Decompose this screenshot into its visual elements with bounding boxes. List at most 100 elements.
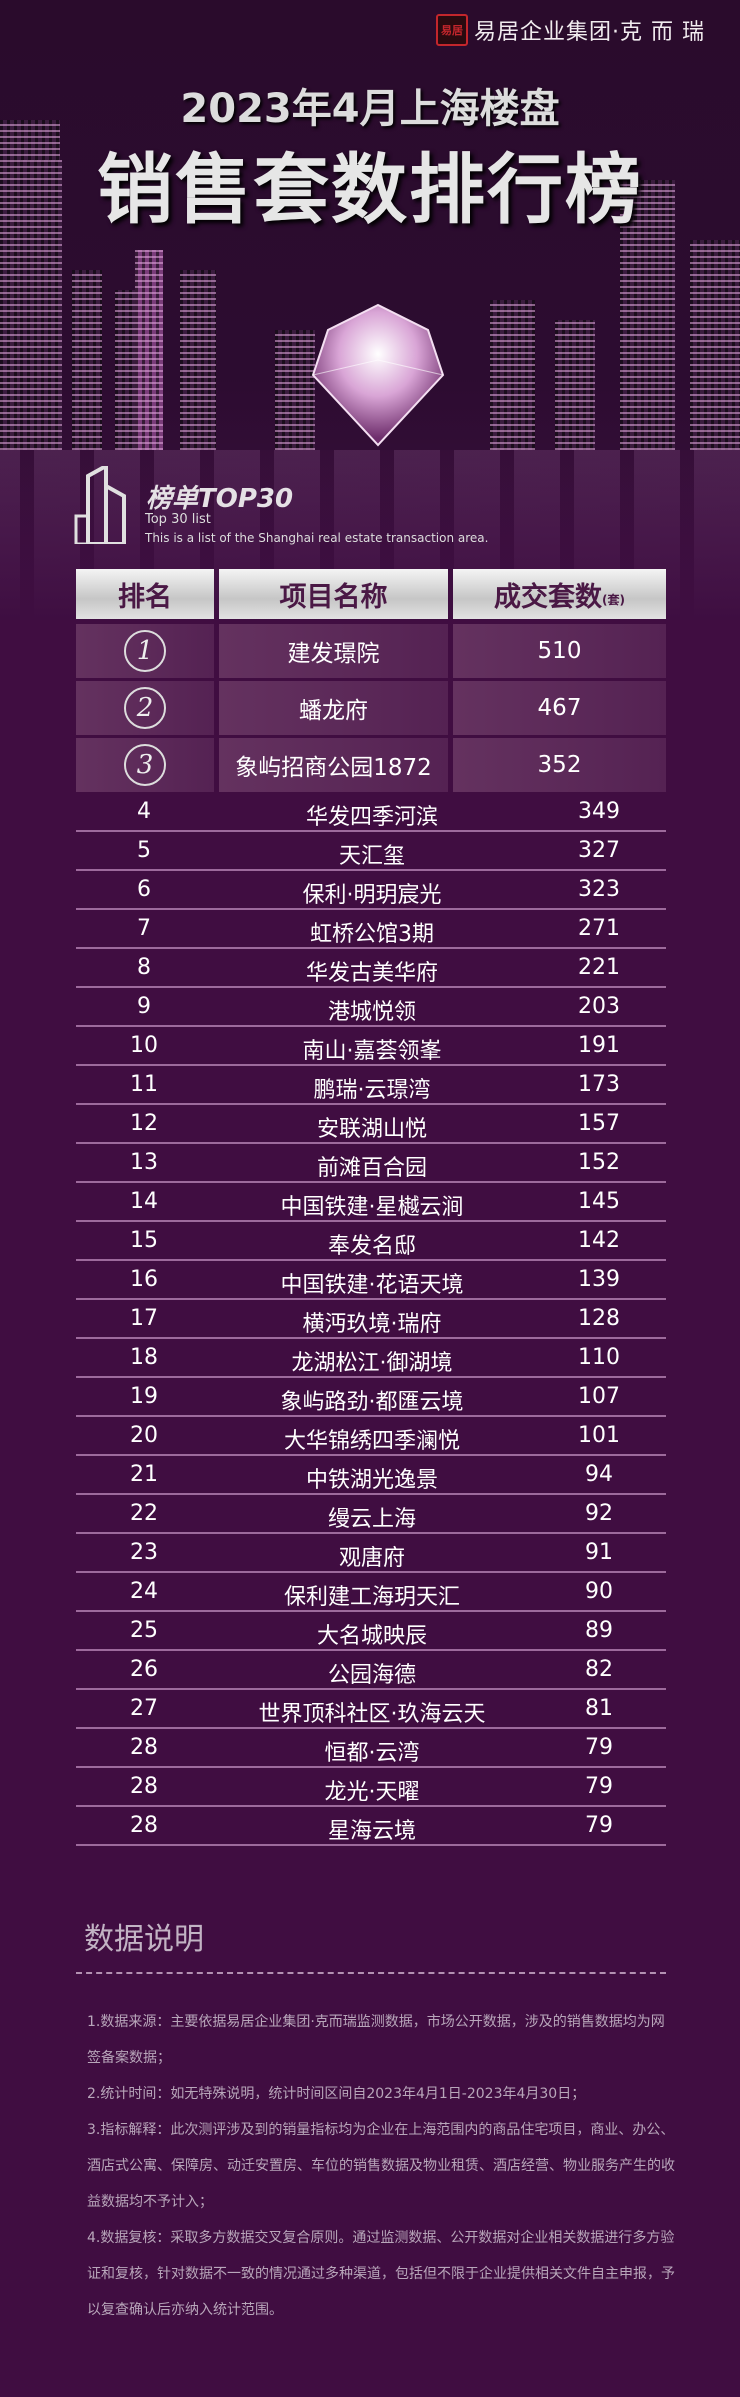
sales-count: 101 (578, 1423, 620, 1448)
sales-count: 191 (578, 1033, 620, 1058)
brand-name: 易居企业集团·克 而 瑞 (474, 20, 705, 45)
sales-count: 352 (453, 738, 666, 792)
note-item: 3.指标解释：此次测评涉及到的销量指标均为企业在上海范围内的商品住宅项目，商业、… (87, 2122, 675, 2210)
notes-title: 数据说明 (84, 1922, 204, 1957)
project-name: 天汇玺 (338, 844, 405, 869)
sales-count: 94 (585, 1462, 613, 1487)
table-header: 排名 项目名称 成交套数 (套) (76, 569, 666, 619)
sales-count: 92 (585, 1501, 613, 1526)
skyline-building (555, 320, 595, 450)
project-name: 蟠龙府 (219, 681, 448, 735)
project-name: 象屿路劲·都匯云境 (280, 1390, 464, 1415)
rank: 7 (137, 916, 151, 941)
rank: 9 (137, 994, 151, 1019)
table-row: 11 鹏瑞·云璟湾 173 (76, 1066, 666, 1105)
skyline-building (135, 250, 163, 450)
table-row: 10 南山·嘉荟领峯 191 (76, 1027, 666, 1066)
table-row: 13 前滩百合园 152 (76, 1144, 666, 1183)
sales-count: 323 (578, 877, 620, 902)
rank: 19 (130, 1384, 158, 1409)
note-item: 1.数据来源：主要依据易居企业集团·克而瑞监测数据，市场公开数据，涉及的销售数据… (87, 2014, 665, 2066)
project-name: 中国铁建·星樾云涧 (280, 1195, 464, 1220)
rank-medal: 2 (124, 687, 166, 729)
table-row: 28 星海云境 79 (76, 1807, 666, 1846)
project-name: 南山·嘉荟领峯 (302, 1039, 442, 1064)
skyline-building (620, 180, 675, 450)
diamond-icon (311, 303, 445, 447)
sales-count: 173 (578, 1072, 620, 1097)
brand-seal: 易居 (436, 14, 468, 46)
table-row: 26 公园海德 82 (76, 1651, 666, 1690)
section-title: 榜单TOP30 (146, 484, 294, 514)
sales-count: 510 (453, 624, 666, 678)
sales-count: 107 (578, 1384, 620, 1409)
sales-count: 128 (578, 1306, 620, 1331)
table-row: 20 大华锦绣四季澜悦 101 (76, 1417, 666, 1456)
project-name: 恒都·云湾 (324, 1741, 420, 1766)
rank: 20 (130, 1423, 158, 1448)
notes-body: 1.数据来源：主要依据易居企业集团·克而瑞监测数据，市场公开数据，涉及的销售数据… (87, 2004, 677, 2328)
building-icon (74, 466, 126, 544)
header-count: 成交套数 (套) (453, 569, 666, 619)
project-name: 大名城映辰 (316, 1624, 427, 1649)
rank: 24 (130, 1579, 158, 1604)
sales-count: 271 (578, 916, 620, 941)
project-name: 世界顶科社区·玖海云天 (258, 1702, 486, 1727)
rank: 22 (130, 1501, 158, 1526)
note-item: 4.数据复核：采取多方数据交叉复合原则。通过监测数据、公开数据对企业相关数据进行… (87, 2230, 675, 2318)
top-row: 3 象屿招商公园1872 352 (76, 738, 666, 792)
project-name: 建发璟院 (219, 624, 448, 678)
header-count-unit: (套) (602, 592, 625, 607)
project-name: 中铁湖光逸景 (305, 1468, 438, 1493)
note-item: 2.统计时间：如无特殊说明，统计时间区间自2023年4月1日-2023年4月30… (87, 2086, 586, 2102)
sales-count: 110 (578, 1345, 620, 1370)
rank: 8 (137, 955, 151, 980)
skyline-building (275, 330, 315, 450)
table-row: 27 世界顶科社区·玖海云天 81 (76, 1690, 666, 1729)
rank: 4 (137, 799, 151, 824)
project-name: 港城悦领 (327, 1000, 416, 1025)
sales-count: 139 (578, 1267, 620, 1292)
table-row: 14 中国铁建·星樾云涧 145 (76, 1183, 666, 1222)
table-row: 21 中铁湖光逸景 94 (76, 1456, 666, 1495)
table-row: 7 虹桥公馆3期 271 (76, 910, 666, 949)
project-name: 龙湖松江·御湖境 (291, 1351, 453, 1376)
project-name: 星海云境 (327, 1819, 416, 1844)
rank-medal: 1 (124, 630, 166, 672)
sales-count: 327 (578, 838, 620, 863)
table-row: 23 观唐府 91 (76, 1534, 666, 1573)
table-row: 17 横沔玖境·瑞府 128 (76, 1300, 666, 1339)
rank: 28 (130, 1735, 158, 1760)
rank: 12 (130, 1111, 158, 1136)
top-row: 2 蟠龙府 467 (76, 681, 666, 735)
sales-count: 81 (585, 1696, 613, 1721)
rank: 10 (130, 1033, 158, 1058)
project-name: 观唐府 (338, 1546, 405, 1571)
project-name: 公园海德 (327, 1663, 416, 1688)
project-name: 缦云上海 (327, 1507, 416, 1532)
sales-count: 79 (585, 1813, 613, 1838)
project-name: 象屿招商公园1872 (219, 738, 448, 792)
sales-count: 221 (578, 955, 620, 980)
section-subtitle: Top 30 list (145, 512, 211, 527)
project-name: 华发古美华府 (305, 961, 438, 986)
project-name: 奉发名邸 (327, 1234, 416, 1259)
rank: 16 (130, 1267, 158, 1292)
rank: 28 (130, 1774, 158, 1799)
rank: 28 (130, 1813, 158, 1838)
skyline-building (72, 270, 102, 450)
table-row: 8 华发古美华府 221 (76, 949, 666, 988)
sales-count: 79 (585, 1735, 613, 1760)
table-row: 24 保利建工海玥天汇 90 (76, 1573, 666, 1612)
rank: 6 (137, 877, 151, 902)
project-name: 安联湖山悦 (316, 1117, 427, 1142)
top-row: 1 建发璟院 510 (76, 624, 666, 678)
sales-count: 79 (585, 1774, 613, 1799)
table-row: 16 中国铁建·花语天境 139 (76, 1261, 666, 1300)
rank: 11 (130, 1072, 158, 1097)
table-row: 4 华发四季河滨 349 (76, 793, 666, 832)
project-name: 中国铁建·花语天境 (280, 1273, 464, 1298)
sales-count: 91 (585, 1540, 613, 1565)
project-name: 龙光·天曜 (324, 1780, 420, 1805)
sales-count: 142 (578, 1228, 620, 1253)
